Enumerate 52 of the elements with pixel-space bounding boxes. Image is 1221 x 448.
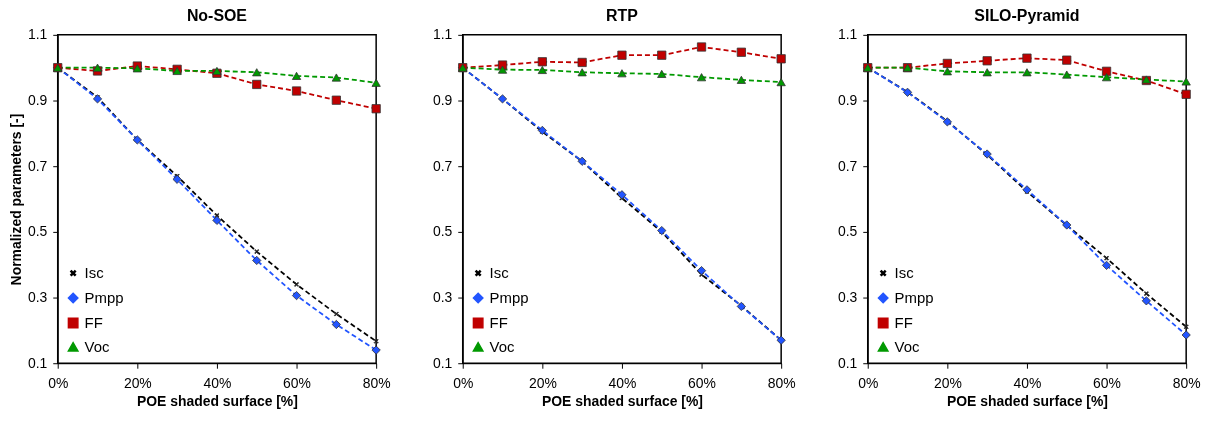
x-tick-label: 0% [453, 374, 474, 391]
x-tick-label: 0% [858, 374, 879, 391]
y-tick-label: 0.7 [27, 157, 48, 174]
x-tick-label: 40% [608, 374, 637, 391]
y-axis-title: Normalized parameters [-] [7, 113, 24, 286]
legend-label: Isc [84, 264, 105, 282]
x-tick-label: 20% [528, 374, 557, 391]
legend-label: Isc [489, 264, 510, 282]
x-tick-label: 0% [48, 374, 69, 391]
legend-label: Voc [489, 337, 515, 355]
y-tick-label: 1.1 [432, 26, 453, 43]
x-tick-label: 60% [1093, 374, 1121, 391]
chart-title: No-SOE [186, 6, 247, 24]
y-tick-label: 0.7 [837, 157, 858, 174]
y-tick-label: 0.3 [837, 289, 858, 306]
y-tick-label: 0.1 [432, 354, 453, 371]
legend-label: FF [84, 313, 103, 331]
y-tick-label: 1.1 [27, 26, 48, 43]
y-tick-label: 0.9 [432, 92, 453, 108]
y-tick-label: 0.5 [837, 223, 858, 240]
y-tick-label: 0.1 [837, 354, 858, 371]
y-tick-label: 0.3 [432, 289, 453, 306]
x-tick-label: 80% [1172, 374, 1201, 391]
x-tick-label: 80% [767, 374, 796, 391]
x-tick-label: 60% [283, 374, 311, 391]
y-tick-label: 0.9 [27, 92, 48, 108]
legend-label: Voc [894, 337, 921, 355]
x-tick-label: 20% [123, 374, 152, 391]
x-tick-label: 20% [933, 374, 962, 391]
y-tick-label: 0.1 [27, 354, 48, 371]
x-tick-label: 80% [362, 374, 391, 391]
legend-label: Pmpp [84, 289, 124, 307]
y-tick-label: 1.1 [837, 26, 858, 43]
x-axis-title: POE shaded surface [%] [136, 392, 298, 409]
y-tick-label: 0.7 [432, 157, 453, 174]
legend-label: FF [489, 313, 508, 331]
chart-title: SILO-Pyramid [974, 6, 1080, 24]
chart-title: RTP [606, 6, 639, 24]
x-tick-label: 40% [1013, 374, 1042, 391]
x-tick-label: 40% [203, 374, 232, 391]
y-tick-label: 0.5 [27, 223, 48, 240]
x-axis-title: POE shaded surface [%] [541, 392, 703, 409]
legend-label: Voc [84, 337, 110, 355]
legend-label: Pmpp [894, 289, 934, 307]
legend-label: FF [894, 313, 913, 331]
x-tick-label: 60% [688, 374, 716, 391]
y-tick-label: 0.9 [837, 92, 858, 108]
y-tick-label: 0.3 [27, 289, 48, 306]
legend-label: Isc [894, 264, 915, 282]
x-axis-title: POE shaded surface [%] [946, 392, 1108, 409]
legend-label: Pmpp [489, 289, 529, 307]
y-tick-label: 0.5 [432, 223, 453, 240]
